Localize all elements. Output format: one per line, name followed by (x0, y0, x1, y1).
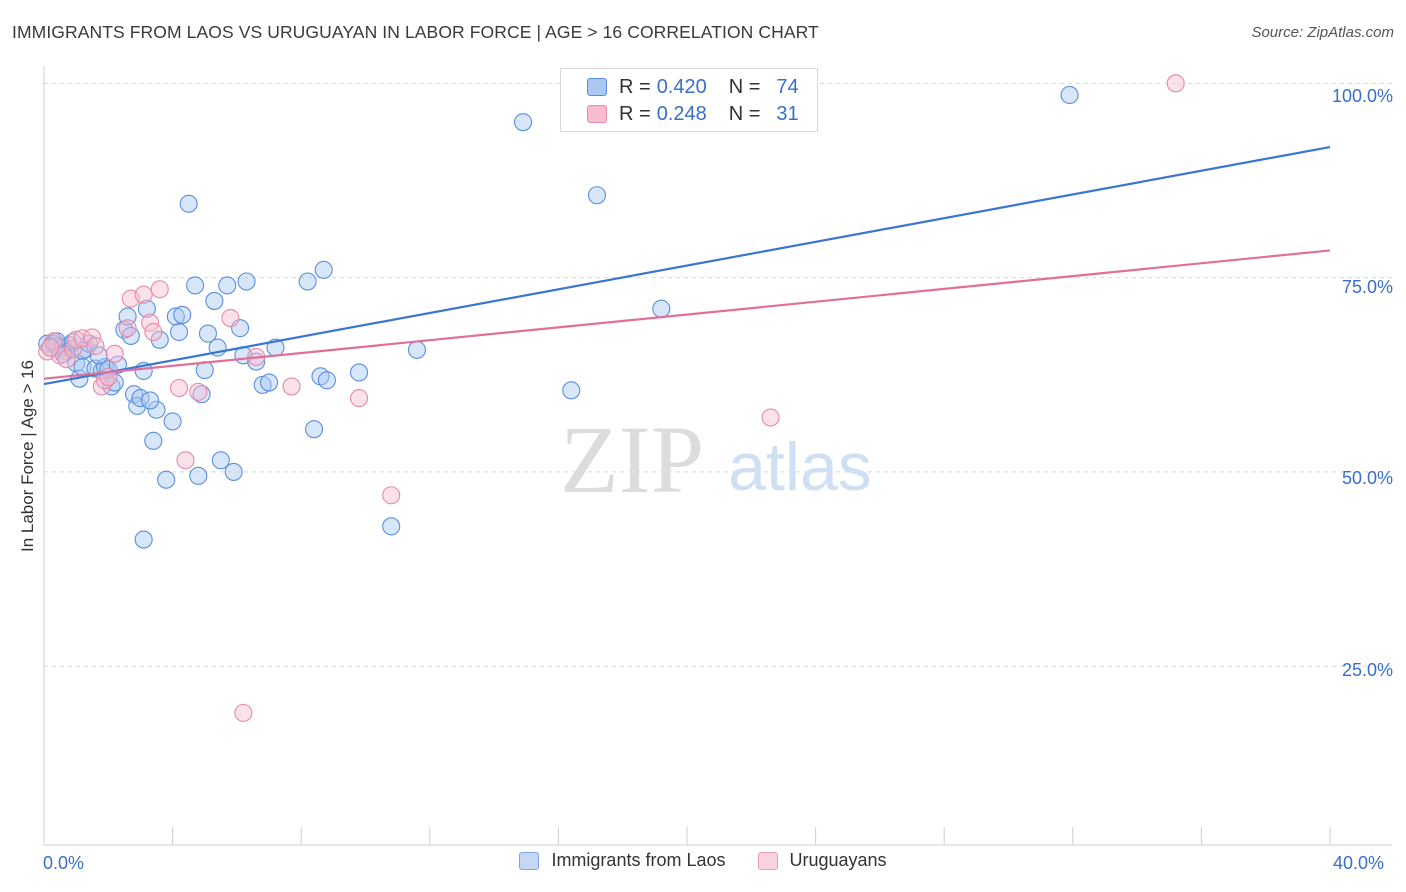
data-point-laos (587, 186, 607, 205)
data-point-uruguayans (144, 322, 163, 342)
legend-r-value-laos: 0.420 (656, 75, 707, 98)
data-point-laos (137, 299, 156, 318)
grid-lines (44, 82, 1392, 667)
data-point-laos (218, 276, 237, 295)
legend-row-laos: R = 0.420 N = 74 (587, 74, 799, 100)
data-point-laos (652, 299, 671, 318)
data-point-laos (298, 272, 317, 291)
data-point-laos (134, 530, 153, 549)
legend-r-label: R = (619, 75, 651, 98)
data-point-laos (147, 400, 166, 419)
x-tick-label-right: 40.0% (1333, 853, 1385, 873)
trend-line-laos (43, 145, 1331, 386)
y-tick-label: 25.0% (1341, 660, 1393, 680)
data-point-laos (314, 260, 333, 279)
data-point-uruguayans (382, 486, 401, 505)
series-uruguayans-points (38, 74, 1185, 722)
legend-item-laos[interactable]: Immigrants from Laos (519, 850, 726, 871)
legend-n-label: N = (728, 102, 761, 125)
data-point-uruguayans (221, 308, 240, 328)
data-point-laos (317, 371, 336, 390)
data-point-laos (179, 194, 198, 213)
data-point-laos (237, 272, 256, 291)
correlation-legend: R = 0.420 N = 74 R = 0.248 N = 31 (560, 68, 818, 132)
data-point-laos (211, 451, 230, 470)
legend-swatch-laos (519, 851, 540, 870)
data-point-uruguayans (350, 389, 369, 408)
data-point-uruguayans (86, 336, 105, 356)
watermark-zip: ZIP (560, 406, 704, 513)
data-point-uruguayans (134, 285, 153, 304)
data-point-uruguayans (169, 378, 189, 398)
series-legend: Immigrants from Laos Uruguayans (0, 850, 1406, 871)
data-point-laos (205, 291, 224, 310)
legend-item-uruguayans[interactable]: Uruguayans (757, 850, 887, 871)
data-point-laos (163, 412, 182, 431)
data-point-laos (169, 322, 189, 342)
x-tick-label-left: 0.0% (43, 853, 85, 873)
data-point-uruguayans (57, 350, 76, 369)
y-tick-label: 75.0% (1341, 277, 1393, 297)
data-point-laos (173, 305, 192, 324)
legend-row-uruguayans: R = 0.248 N = 31 (587, 101, 799, 127)
source-label: Source: ZipAtlas.com (1251, 24, 1394, 41)
legend-n-label: N = (728, 75, 761, 98)
data-point-laos (186, 276, 205, 295)
watermark-atlas: atlas (728, 429, 872, 505)
data-point-laos (198, 324, 218, 343)
data-point-laos (189, 466, 208, 485)
data-point-uruguayans (176, 451, 195, 470)
data-point-laos (192, 385, 211, 404)
data-point-uruguayans (234, 703, 253, 722)
legend-swatch-uruguayans (757, 851, 778, 870)
data-point-laos (513, 113, 533, 132)
series-laos-points (38, 85, 1079, 549)
chart-title: IMMIGRANTS FROM LAOS VS URUGUAYAN IN LAB… (12, 22, 819, 42)
trend-lines (43, 145, 1331, 386)
data-point-uruguayans (282, 377, 301, 396)
data-point-laos (305, 420, 324, 439)
data-point-laos (259, 373, 279, 392)
data-point-laos (166, 307, 185, 326)
data-point-laos (382, 517, 401, 536)
data-point-uruguayans (105, 344, 124, 363)
data-point-laos (141, 391, 160, 410)
data-point-laos (407, 340, 426, 359)
legend-r-label: R = (619, 102, 651, 125)
trend-line-uruguayans (43, 249, 1331, 380)
data-point-uruguayans (118, 319, 137, 338)
legend-swatch-uruguayans (587, 105, 607, 123)
axes (43, 66, 1392, 846)
legend-swatch-laos (587, 78, 607, 96)
data-point-laos (144, 431, 163, 450)
data-point-laos (224, 462, 243, 481)
legend-n-value-uruguayans: 31 (776, 102, 799, 125)
legend-r-value-uruguayans: 0.248 (656, 102, 707, 125)
data-point-uruguayans (67, 330, 86, 349)
legend-label-laos: Immigrants from Laos (551, 850, 726, 870)
data-point-laos (562, 381, 581, 400)
legend-n-value-laos: 74 (776, 75, 799, 98)
data-point-uruguayans (189, 382, 208, 401)
y-tick-label: 100.0% (1331, 86, 1393, 106)
data-point-uruguayans (150, 280, 169, 299)
data-point-uruguayans (761, 408, 780, 427)
data-point-laos (350, 363, 369, 382)
data-point-uruguayans (41, 338, 60, 357)
legend-label-uruguayans: Uruguayans (789, 850, 887, 870)
data-point-laos (1060, 85, 1079, 105)
data-point-laos (157, 470, 176, 489)
y-tick-label: 50.0% (1341, 468, 1393, 488)
data-point-uruguayans (1166, 74, 1185, 93)
y-axis-label: In Labor Force | Age > 16 (18, 359, 37, 553)
